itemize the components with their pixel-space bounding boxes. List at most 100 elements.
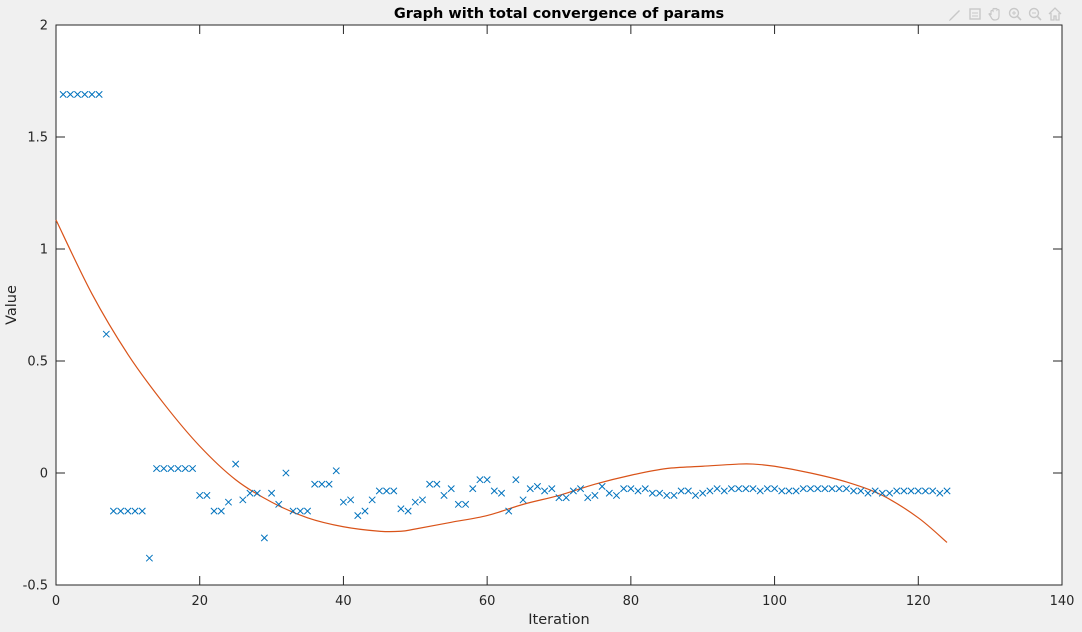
data-point (828, 485, 836, 493)
plot-area (55, 24, 1063, 586)
data-point (577, 485, 585, 493)
data-point (382, 487, 391, 495)
pan-icon[interactable] (986, 5, 1004, 23)
data-point (878, 489, 886, 497)
data-point (433, 480, 441, 488)
data-point (634, 487, 642, 495)
x-tick-label: 120 (906, 594, 931, 609)
data-point (720, 487, 728, 495)
data-point (742, 485, 750, 493)
brush-icon[interactable] (946, 5, 964, 23)
data-point (95, 90, 103, 98)
data-point (706, 487, 714, 495)
data-point (691, 491, 700, 499)
data-point (375, 487, 383, 495)
zoom-in-icon[interactable] (1006, 5, 1024, 23)
data-point (857, 487, 865, 495)
data-point (677, 487, 685, 495)
x-tick-label: 60 (479, 594, 496, 609)
y-tick-label: -0.5 (23, 579, 48, 594)
y-tick-label: 1.5 (27, 131, 48, 146)
data-point (483, 476, 491, 484)
data-point (612, 491, 621, 499)
data-point (792, 487, 800, 495)
data-point (814, 485, 822, 493)
data-point (519, 496, 527, 504)
data-point (181, 464, 189, 473)
data-point (526, 485, 534, 493)
data-point (232, 460, 240, 468)
data-point (620, 485, 628, 493)
data-point (555, 494, 563, 502)
data-point (347, 496, 355, 504)
data-point (584, 494, 592, 502)
data-point (713, 485, 721, 493)
data-point (268, 489, 276, 497)
data-point (124, 507, 132, 515)
data-point (663, 491, 671, 499)
data-point (763, 485, 771, 493)
data-point (282, 469, 290, 477)
home-icon[interactable] (1046, 5, 1064, 23)
data-point (411, 498, 419, 506)
data-point (145, 554, 153, 562)
data-point (160, 464, 168, 473)
data-point (562, 494, 570, 502)
data-point (806, 485, 815, 493)
data-point (821, 485, 829, 493)
data-point (936, 489, 944, 497)
data-tips-icon[interactable] (966, 5, 984, 23)
zoom-out-icon[interactable] (1026, 5, 1044, 23)
data-point (943, 487, 951, 495)
data-point (404, 507, 412, 515)
y-axis-label: Value (4, 285, 20, 325)
data-point (907, 487, 915, 495)
data-point (778, 487, 786, 495)
fit-curve (55, 219, 948, 543)
data-point (541, 487, 549, 495)
data-point (66, 90, 74, 98)
data-point (203, 491, 211, 499)
data-point (88, 90, 96, 98)
data-point (390, 487, 398, 495)
data-point (850, 487, 858, 495)
data-point (318, 480, 326, 488)
data-point (275, 500, 283, 508)
data-point (505, 507, 513, 515)
data-point (842, 485, 850, 493)
data-point (670, 491, 678, 499)
y-tick-label: 1 (40, 243, 48, 258)
data-point (656, 489, 664, 497)
data-point (871, 487, 879, 495)
data-point (893, 487, 901, 495)
x-ticks: 0 20 40 60 80 100 120 140 (52, 25, 1074, 609)
data-point (735, 485, 743, 493)
y-ticks: -0.5 0 0.5 1 1.5 2 (23, 19, 1062, 594)
data-point (641, 485, 649, 493)
data-point (454, 500, 462, 508)
data-point (447, 485, 455, 493)
data-point (239, 496, 247, 504)
data-point (548, 485, 556, 493)
data-point (605, 489, 613, 497)
data-point (929, 487, 937, 495)
y-tick-label: 0 (40, 467, 48, 482)
data-point (749, 485, 757, 493)
data-point (325, 480, 333, 488)
data-point (756, 487, 764, 495)
data-point (598, 482, 606, 490)
data-point (260, 534, 268, 542)
data-point (296, 507, 304, 515)
data-point (109, 507, 118, 515)
data-point (224, 498, 233, 506)
data-point (900, 487, 908, 495)
x-tick-label: 80 (623, 594, 640, 609)
data-point (153, 464, 161, 473)
data-point (397, 505, 405, 513)
data-point (174, 464, 182, 473)
data-point (462, 500, 470, 508)
data-point (799, 485, 807, 493)
data-point (368, 496, 376, 504)
